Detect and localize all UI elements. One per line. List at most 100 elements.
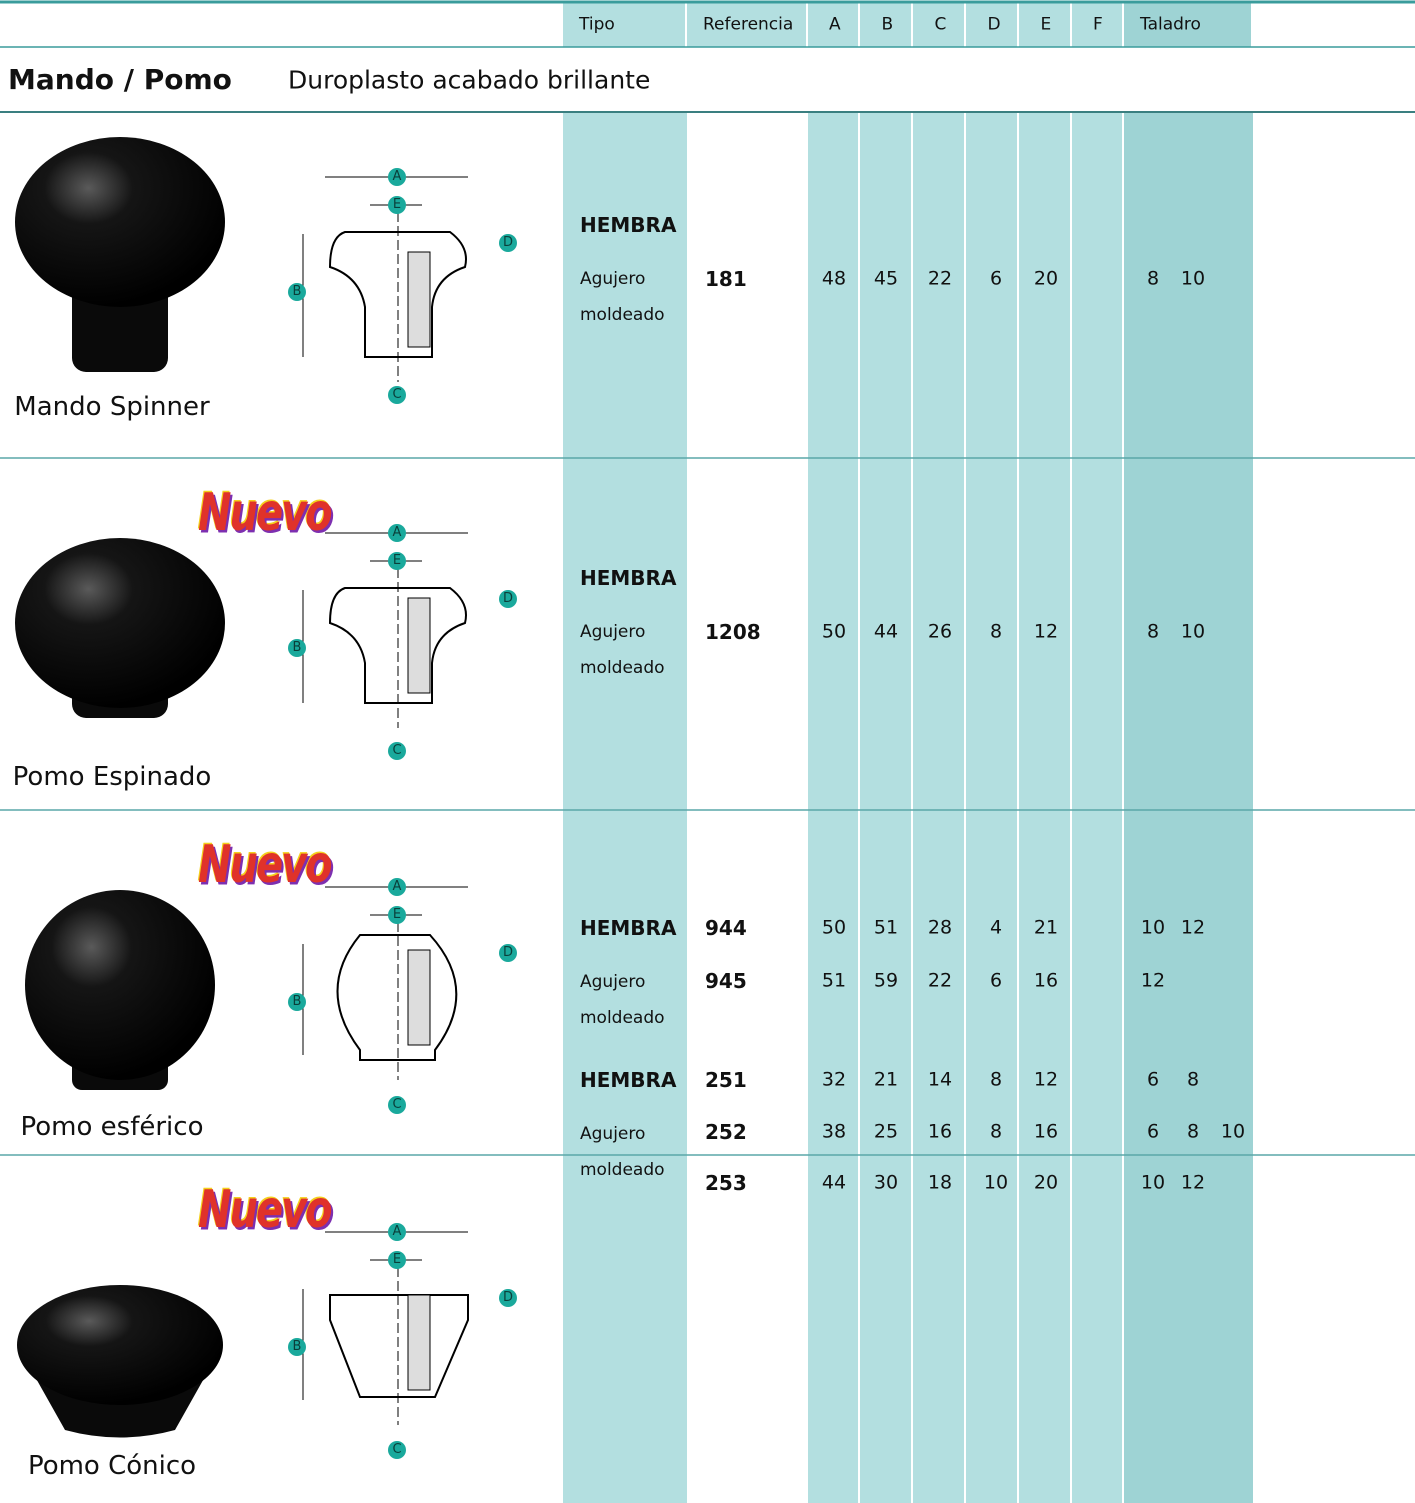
dimension-marker: A <box>388 168 406 186</box>
dimension-marker: B <box>288 1338 306 1356</box>
header-cell <box>1072 3 1122 47</box>
dimension-value: 59 <box>873 969 899 992</box>
dimension-value: 4 <box>989 916 1003 939</box>
column-header: B <box>881 14 894 35</box>
header-cell <box>913 3 964 47</box>
drill-value: 12 <box>1180 916 1206 939</box>
dimension-value: 48 <box>821 267 847 290</box>
dimension-marker: C <box>388 386 406 404</box>
knob-cap <box>15 538 225 708</box>
dimension-marker: D <box>499 1289 517 1307</box>
reference: 252 <box>705 1119 747 1144</box>
drill-value: 8 <box>1146 620 1160 643</box>
dimension-value: 10 <box>983 1171 1009 1194</box>
column-band <box>1019 112 1070 1503</box>
new-badge: Nuevo <box>198 1180 333 1240</box>
dimension-value: 8 <box>989 620 1003 643</box>
dimension-value: 6 <box>989 267 1003 290</box>
dimension-marker: C <box>388 1441 406 1459</box>
type-label: HEMBRA <box>580 1068 677 1092</box>
profile <box>328 231 467 358</box>
dimension-value: 8 <box>989 1120 1003 1142</box>
dimension-marker: A <box>388 524 406 542</box>
column-band <box>808 112 858 1503</box>
dimension-value: 21 <box>873 1068 899 1091</box>
product-name: Pomo Cónico <box>27 1451 197 1481</box>
dimension-marker: E <box>388 196 406 214</box>
column-header: E <box>1040 14 1052 35</box>
drill-value: 10 <box>1140 916 1166 939</box>
drill-value: 10 <box>1180 620 1206 643</box>
dimension-value: 25 <box>873 1120 899 1142</box>
type-label: HEMBRA <box>580 213 677 237</box>
drill-value: 10 <box>1220 1120 1246 1142</box>
dimension-value: 44 <box>873 620 899 643</box>
profile <box>329 1294 469 1398</box>
dimension-marker: B <box>288 639 306 657</box>
dimension-value: 50 <box>821 620 847 643</box>
dimension-value: 16 <box>927 1120 953 1142</box>
dimension-value: 22 <box>927 267 953 290</box>
header-cell <box>808 3 858 47</box>
dimension-value: 18 <box>927 1171 953 1194</box>
column-header: C <box>934 14 947 35</box>
reference: 944 <box>705 916 747 940</box>
reference: 253 <box>705 1171 747 1195</box>
dimension-marker: A <box>388 878 406 896</box>
dimension-value: 32 <box>821 1068 847 1091</box>
type-label: HEMBRA <box>580 916 677 940</box>
drill-value: 12 <box>1140 969 1166 992</box>
dimension-value: 12 <box>1033 620 1059 643</box>
dimension-marker: D <box>499 590 517 608</box>
dimension-value: 20 <box>1033 1171 1059 1194</box>
knob-ball <box>25 890 215 1080</box>
column-band <box>1124 112 1253 1503</box>
dimension-value: 38 <box>821 1120 847 1142</box>
column-header: A <box>829 14 841 35</box>
dimension-marker: E <box>388 1251 406 1269</box>
dimension-value: 16 <box>1033 969 1059 992</box>
new-badge: Nuevo <box>198 483 333 543</box>
column-band <box>1072 112 1122 1503</box>
header-cell <box>1019 3 1070 47</box>
knob-top <box>17 1285 223 1405</box>
header-cell <box>687 3 806 47</box>
reference: 1208 <box>705 620 761 644</box>
reference: 251 <box>705 1068 747 1092</box>
dimension-marker: B <box>288 993 306 1011</box>
product-name: Pomo Espinado <box>12 762 212 792</box>
column-band <box>563 112 687 1503</box>
type-note: Agujero moldeado <box>580 972 665 1028</box>
type-note: Agujero moldeado <box>580 622 665 678</box>
dimension-value: 8 <box>989 1068 1003 1091</box>
dimension-marker: C <box>388 1096 406 1114</box>
dimension-value: 50 <box>821 916 847 939</box>
column-header: D <box>987 14 1001 35</box>
dimension-marker: C <box>388 742 406 760</box>
new-badge: Nuevo <box>198 835 333 895</box>
dimension-marker: A <box>388 1223 406 1241</box>
dimension-value: 26 <box>927 620 953 643</box>
product-name: Pomo esférico <box>20 1112 204 1142</box>
dimension-marker: D <box>499 944 517 962</box>
dimension-value: 14 <box>927 1068 953 1091</box>
drill-value: 6 <box>1146 1068 1160 1091</box>
column-header: Taladro <box>1140 14 1201 35</box>
header-cell <box>966 3 1017 47</box>
dimension-value: 45 <box>873 267 899 290</box>
knob-cap <box>15 137 225 307</box>
product-name: Mando Spinner <box>14 392 210 422</box>
dimension-value: 44 <box>821 1171 847 1194</box>
dimension-value: 51 <box>873 916 899 939</box>
reference: 945 <box>705 969 747 993</box>
drill-value: 10 <box>1180 267 1206 290</box>
profile <box>336 934 458 1061</box>
section-hatch <box>407 1294 431 1391</box>
dimension-value: 51 <box>821 969 847 992</box>
type-label: HEMBRA <box>580 566 677 590</box>
profile <box>328 587 467 704</box>
dimension-marker: E <box>388 906 406 924</box>
drill-value: 8 <box>1186 1120 1200 1142</box>
column-header: Tipo <box>579 14 615 35</box>
